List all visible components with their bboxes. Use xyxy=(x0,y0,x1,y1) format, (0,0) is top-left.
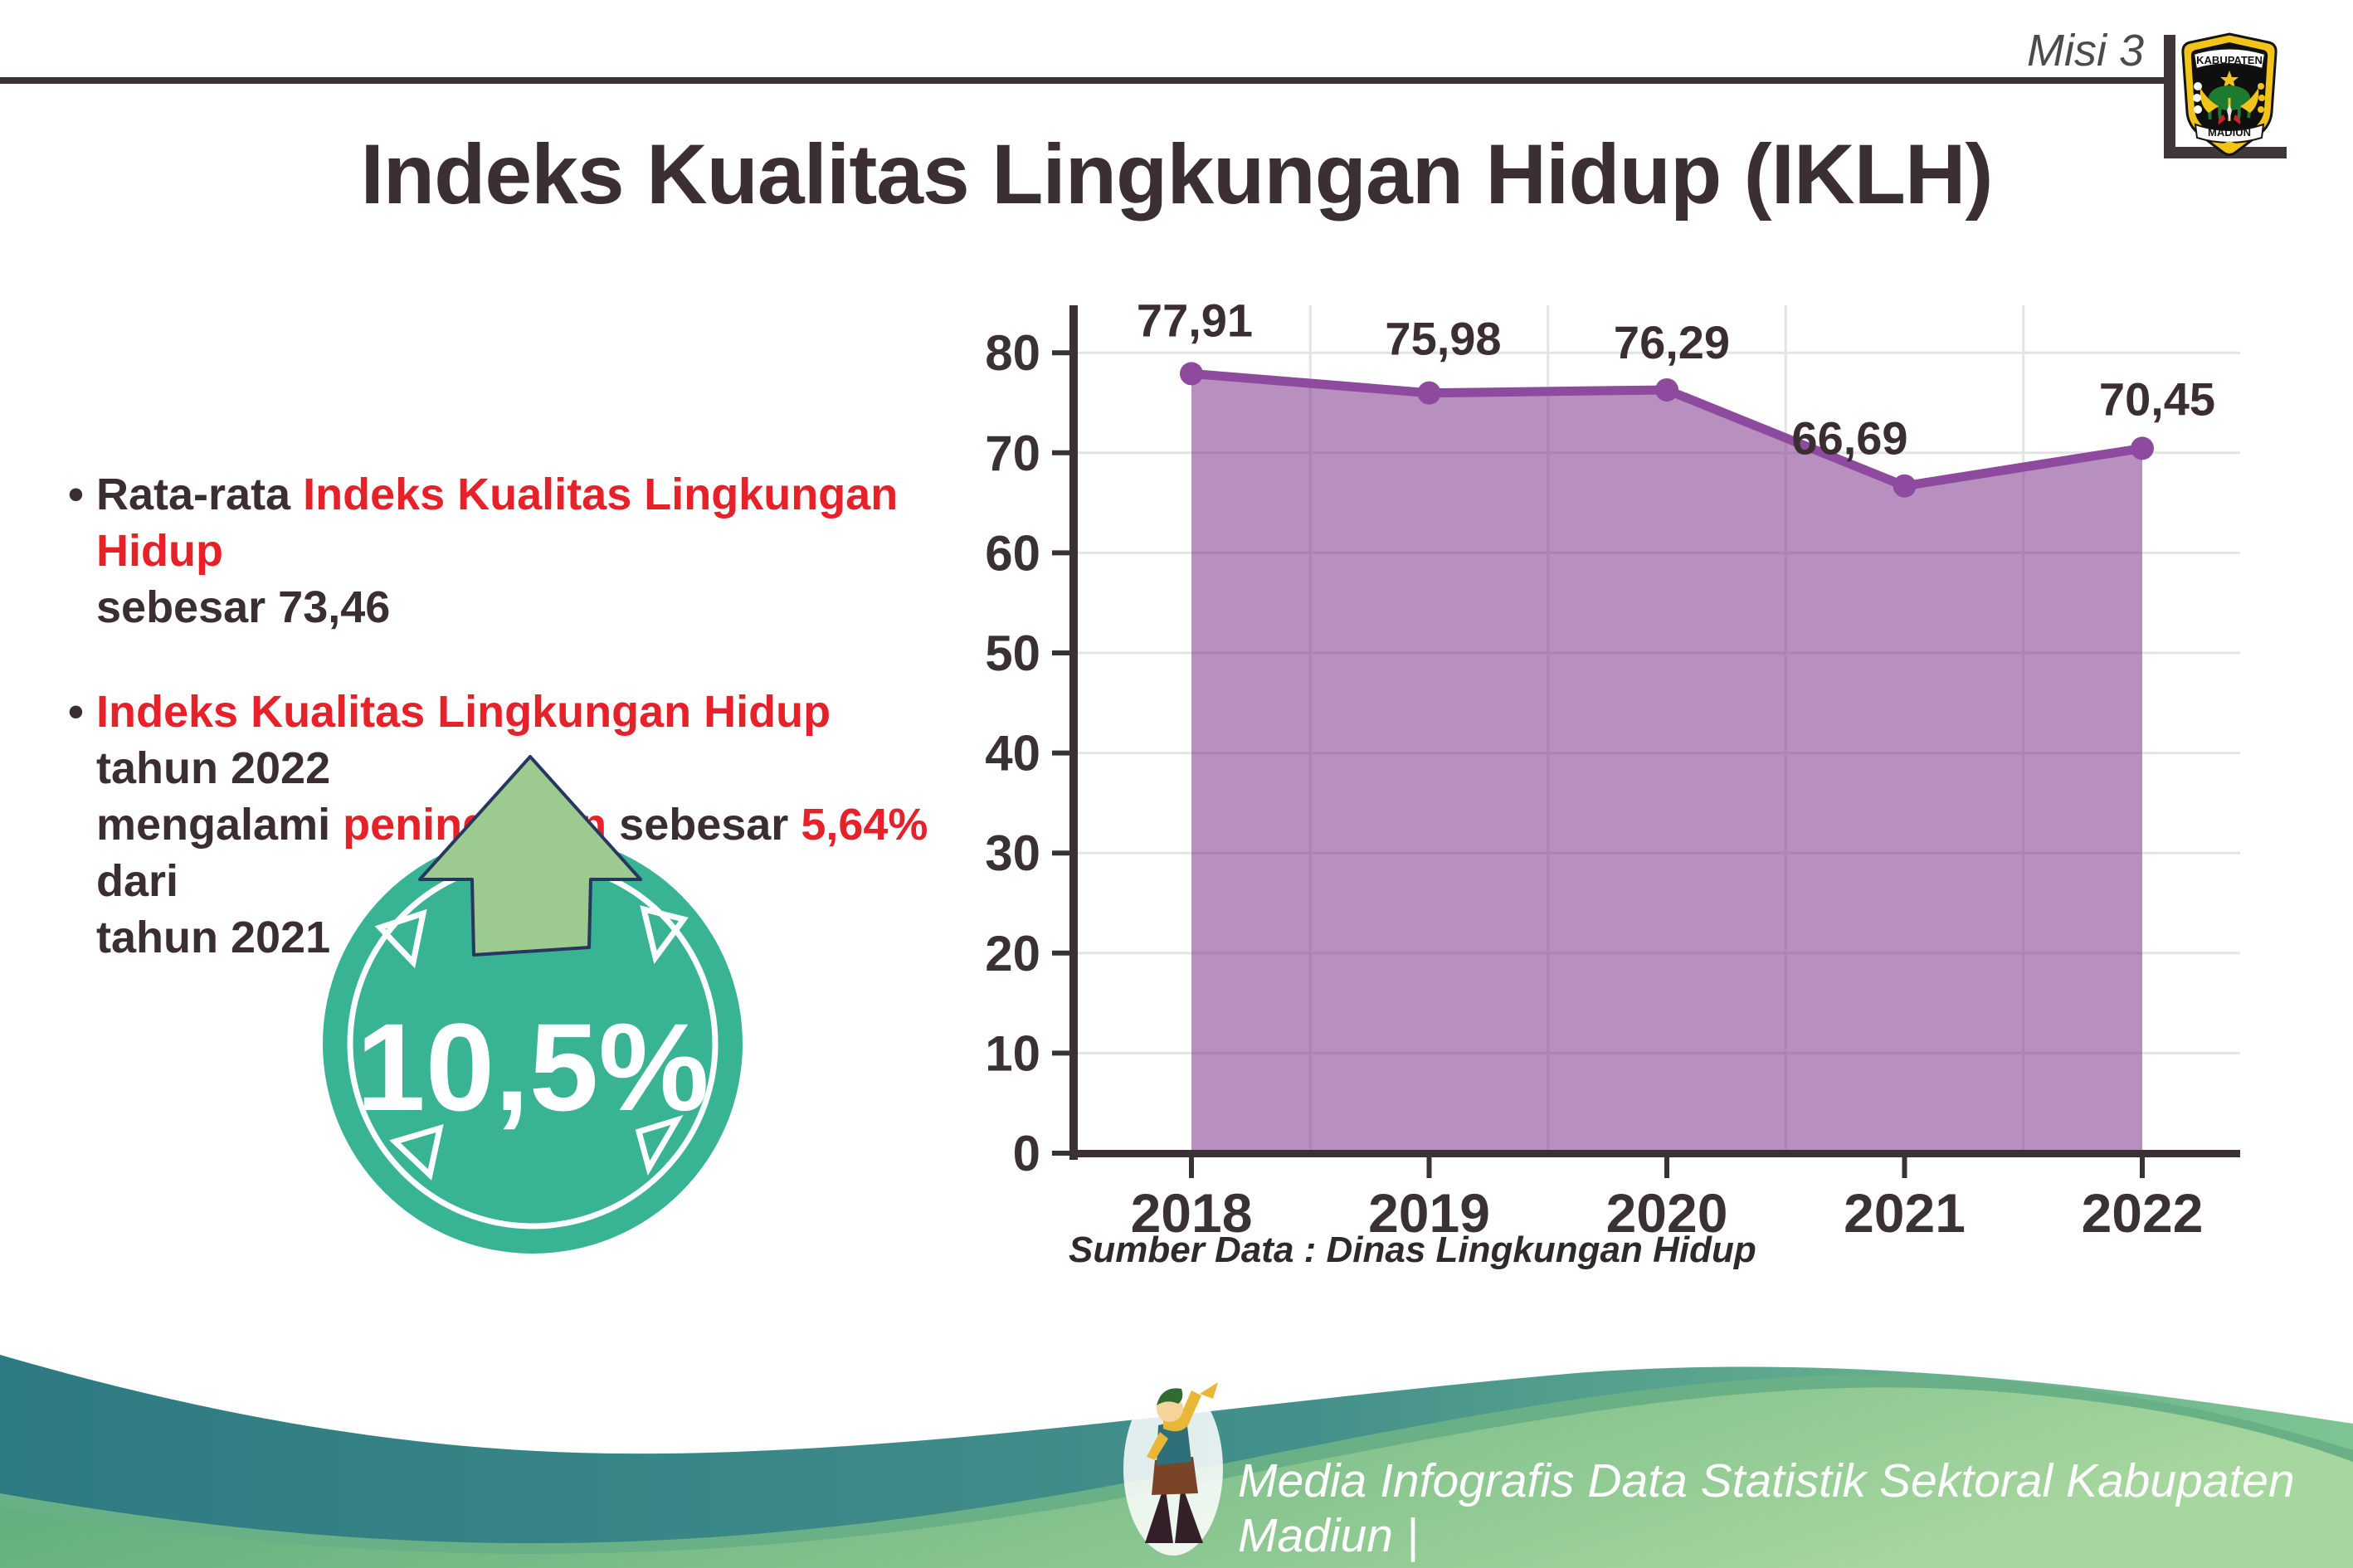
kabupaten-madiun-logo-icon: KABUPATEN MADIUN xyxy=(2181,32,2277,156)
mascot-icon xyxy=(1123,1381,1223,1556)
bullet-dot: • xyxy=(68,470,84,519)
logo-frame-vertical xyxy=(2164,35,2175,158)
text-segment: tahun 2021 xyxy=(96,913,331,962)
y-tick-label: 70 xyxy=(985,426,1040,481)
text-segment: 5,64% xyxy=(801,800,928,850)
text-segment: dari xyxy=(96,856,179,906)
badge-circle xyxy=(323,834,743,1254)
text-segment: tahun 2022 xyxy=(96,743,331,793)
page-title: Indeks Kualitas Lingkungan Hidup (IKLH) xyxy=(360,127,1993,222)
y-tick-label: 20 xyxy=(985,926,1040,981)
text-segment: sebesar 73,46 xyxy=(96,582,391,632)
y-tick-label: 40 xyxy=(985,726,1040,782)
up-arrow-icon xyxy=(418,755,642,957)
bullet-dot: • xyxy=(68,687,84,737)
x-tick-label: 2021 xyxy=(1844,1182,1966,1244)
logo-bottom-text: MADIUN xyxy=(2208,126,2251,139)
y-tick-label: 80 xyxy=(985,325,1040,381)
data-label: 75,98 xyxy=(1385,313,1501,365)
badge-value: 10,5% xyxy=(356,997,709,1137)
text-segment: Indeks Kualitas Lingkungan Hidup xyxy=(96,687,831,737)
data-point xyxy=(1180,362,1203,386)
footer-wave-decoration xyxy=(0,1355,2353,1568)
text-segment: Rata-rata xyxy=(96,470,304,519)
y-axis xyxy=(1069,305,1078,1160)
source-note: Sumber Data : Dinas Lingkungan Hidup xyxy=(1069,1230,1756,1270)
data-label: 76,29 xyxy=(1614,316,1730,368)
data-point xyxy=(1417,381,1441,405)
x-axis xyxy=(1069,1150,2240,1157)
increase-badge: 10,5% xyxy=(323,755,743,1254)
footer-credit: Media Infografis Data Statistik Sektoral… xyxy=(1238,1454,2295,1562)
misi-label: Misi 3 xyxy=(2026,26,2144,75)
x-tick-label: 2022 xyxy=(2082,1182,2204,1244)
x-tick-label: 2019 xyxy=(1368,1182,1490,1244)
header-rule xyxy=(0,77,2165,84)
data-label: 77,91 xyxy=(1137,294,1253,346)
x-tick-label: 2020 xyxy=(1606,1182,1728,1244)
data-point xyxy=(2131,436,2154,460)
data-label: 70,45 xyxy=(2099,373,2215,425)
y-tick-label: 10 xyxy=(985,1025,1040,1081)
x-tick-label: 2018 xyxy=(1131,1182,1253,1244)
data-label: 66,69 xyxy=(1791,412,1907,465)
data-point xyxy=(1893,474,1917,498)
area-fill xyxy=(1191,373,2142,1153)
text-segment: Indeks Kualitas Lingkungan Hidup xyxy=(96,470,899,576)
text-segment: mengalami xyxy=(96,800,343,850)
y-tick-label: 30 xyxy=(985,825,1040,881)
y-tick-label: 0 xyxy=(1013,1126,1040,1181)
text-segment: sebesar xyxy=(607,800,801,850)
y-tick-label: 50 xyxy=(985,626,1040,681)
list-item: • Rata-rata Indeks Kualitas Lingkungan Hi… xyxy=(68,466,964,635)
logo-top-text: KABUPATEN xyxy=(2196,54,2263,66)
data-point xyxy=(1655,377,1678,402)
y-tick-label: 60 xyxy=(985,525,1040,581)
